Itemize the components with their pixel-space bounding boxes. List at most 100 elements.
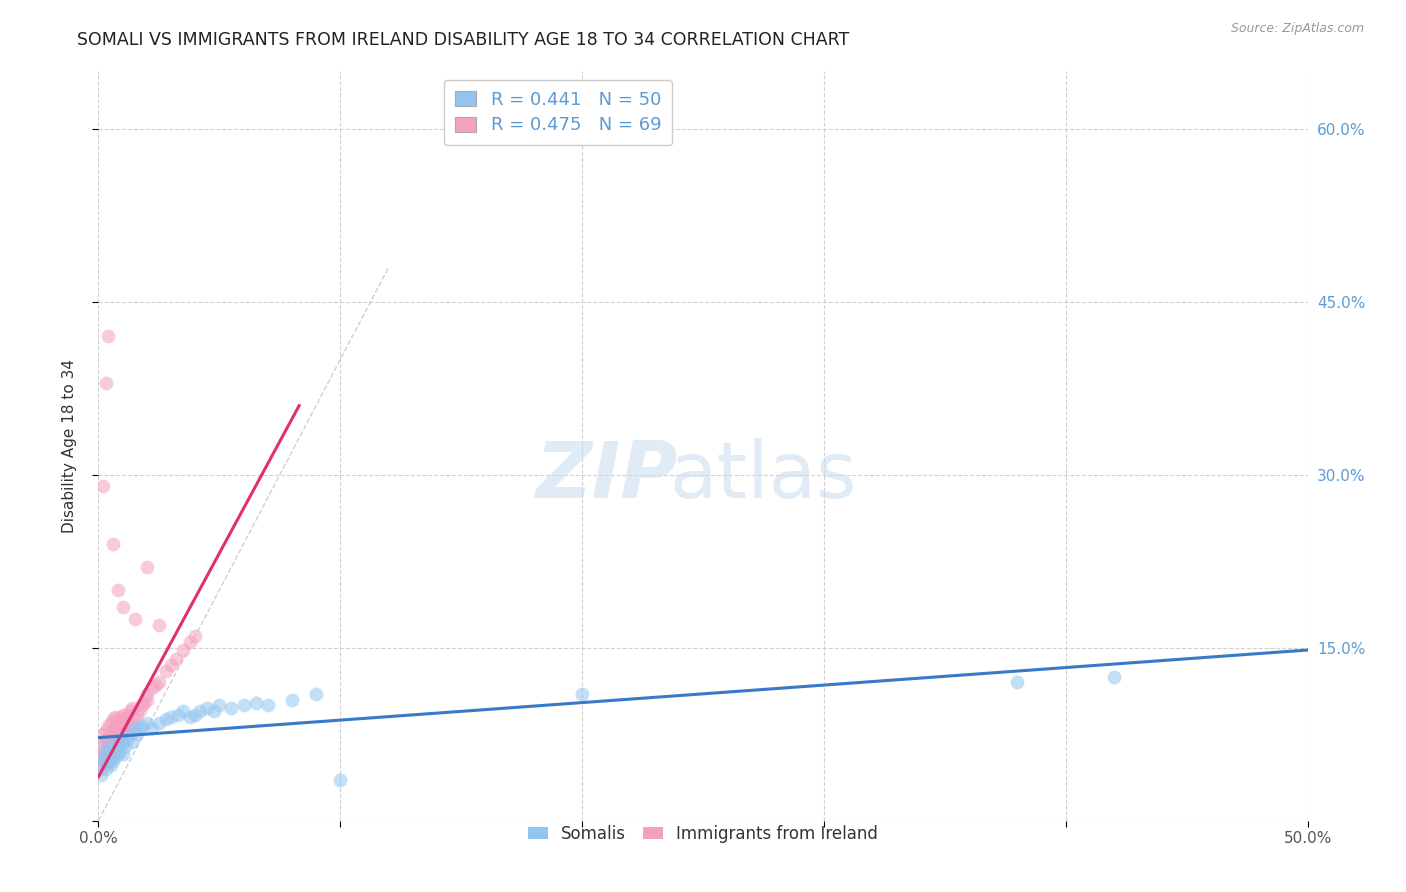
- Point: [114, 739, 136, 753]
- Point: [221, 700, 243, 714]
- Point: [160, 710, 183, 724]
- Text: ZIP: ZIP: [536, 438, 678, 514]
- Point: [114, 712, 136, 726]
- Point: [128, 722, 150, 736]
- Point: [108, 722, 131, 736]
- Point: [124, 722, 146, 736]
- Legend: Somalis, Immigrants from Ireland: Somalis, Immigrants from Ireland: [522, 819, 884, 850]
- Text: atlas: atlas: [669, 438, 858, 514]
- Point: [94, 744, 117, 758]
- Point: [208, 698, 231, 713]
- Point: [94, 376, 117, 390]
- Point: [100, 715, 122, 730]
- Point: [155, 664, 177, 678]
- Point: [100, 727, 122, 741]
- Point: [172, 704, 194, 718]
- Point: [91, 727, 114, 741]
- Point: [91, 735, 114, 749]
- Text: Source: ZipAtlas.com: Source: ZipAtlas.com: [1230, 22, 1364, 36]
- Point: [148, 715, 170, 730]
- Point: [97, 719, 120, 733]
- Point: [124, 612, 146, 626]
- Point: [131, 719, 153, 733]
- Point: [104, 710, 127, 724]
- Point: [101, 723, 124, 738]
- Point: [97, 739, 120, 753]
- Point: [97, 329, 120, 343]
- Point: [97, 754, 120, 768]
- Point: [97, 731, 120, 745]
- Point: [131, 698, 153, 713]
- Point: [124, 712, 146, 726]
- Point: [108, 735, 131, 749]
- Point: [94, 733, 117, 747]
- Point: [111, 747, 134, 761]
- Point: [111, 735, 134, 749]
- Point: [91, 756, 114, 770]
- Point: [141, 722, 163, 736]
- Point: [107, 747, 129, 761]
- Point: [111, 707, 134, 722]
- Point: [91, 758, 114, 772]
- Point: [94, 762, 117, 776]
- Point: [145, 678, 167, 692]
- Point: [91, 479, 114, 493]
- Point: [108, 710, 131, 724]
- Point: [184, 707, 207, 722]
- Point: [90, 750, 112, 764]
- Point: [111, 600, 134, 615]
- Point: [101, 537, 124, 551]
- Point: [121, 735, 143, 749]
- Point: [101, 747, 124, 761]
- Point: [107, 735, 129, 749]
- Point: [100, 758, 122, 772]
- Point: [108, 744, 131, 758]
- Text: SOMALI VS IMMIGRANTS FROM IRELAND DISABILITY AGE 18 TO 34 CORRELATION CHART: SOMALI VS IMMIGRANTS FROM IRELAND DISABI…: [77, 31, 849, 49]
- Point: [135, 560, 157, 574]
- Point: [256, 698, 278, 713]
- Point: [134, 696, 156, 710]
- Point: [135, 692, 157, 706]
- Point: [165, 652, 187, 666]
- Point: [1102, 669, 1125, 683]
- Point: [107, 727, 129, 741]
- Point: [118, 719, 141, 733]
- Point: [155, 712, 177, 726]
- Point: [121, 715, 143, 730]
- Point: [90, 767, 112, 781]
- Point: [97, 742, 120, 756]
- Point: [117, 733, 139, 747]
- Point: [135, 715, 157, 730]
- Point: [128, 703, 150, 717]
- Point: [571, 687, 593, 701]
- Point: [101, 735, 124, 749]
- Point: [100, 750, 122, 764]
- Point: [167, 707, 190, 722]
- Point: [107, 739, 129, 753]
- Point: [141, 681, 163, 695]
- Point: [305, 687, 328, 701]
- Point: [245, 696, 267, 710]
- Point: [127, 727, 149, 741]
- Point: [107, 715, 129, 730]
- Point: [160, 658, 183, 673]
- Point: [179, 710, 201, 724]
- Point: [148, 617, 170, 632]
- Point: [118, 704, 141, 718]
- Point: [135, 687, 157, 701]
- Point: [91, 747, 114, 761]
- Point: [121, 700, 143, 714]
- Point: [104, 733, 127, 747]
- Point: [104, 722, 127, 736]
- Point: [101, 744, 124, 758]
- Point: [100, 739, 122, 753]
- Point: [91, 750, 114, 764]
- Point: [118, 727, 141, 741]
- Point: [232, 698, 254, 713]
- Point: [114, 727, 136, 741]
- Point: [148, 675, 170, 690]
- Point: [90, 762, 112, 776]
- Point: [111, 731, 134, 745]
- Point: [97, 756, 120, 770]
- Y-axis label: Disability Age 18 to 34: Disability Age 18 to 34: [62, 359, 77, 533]
